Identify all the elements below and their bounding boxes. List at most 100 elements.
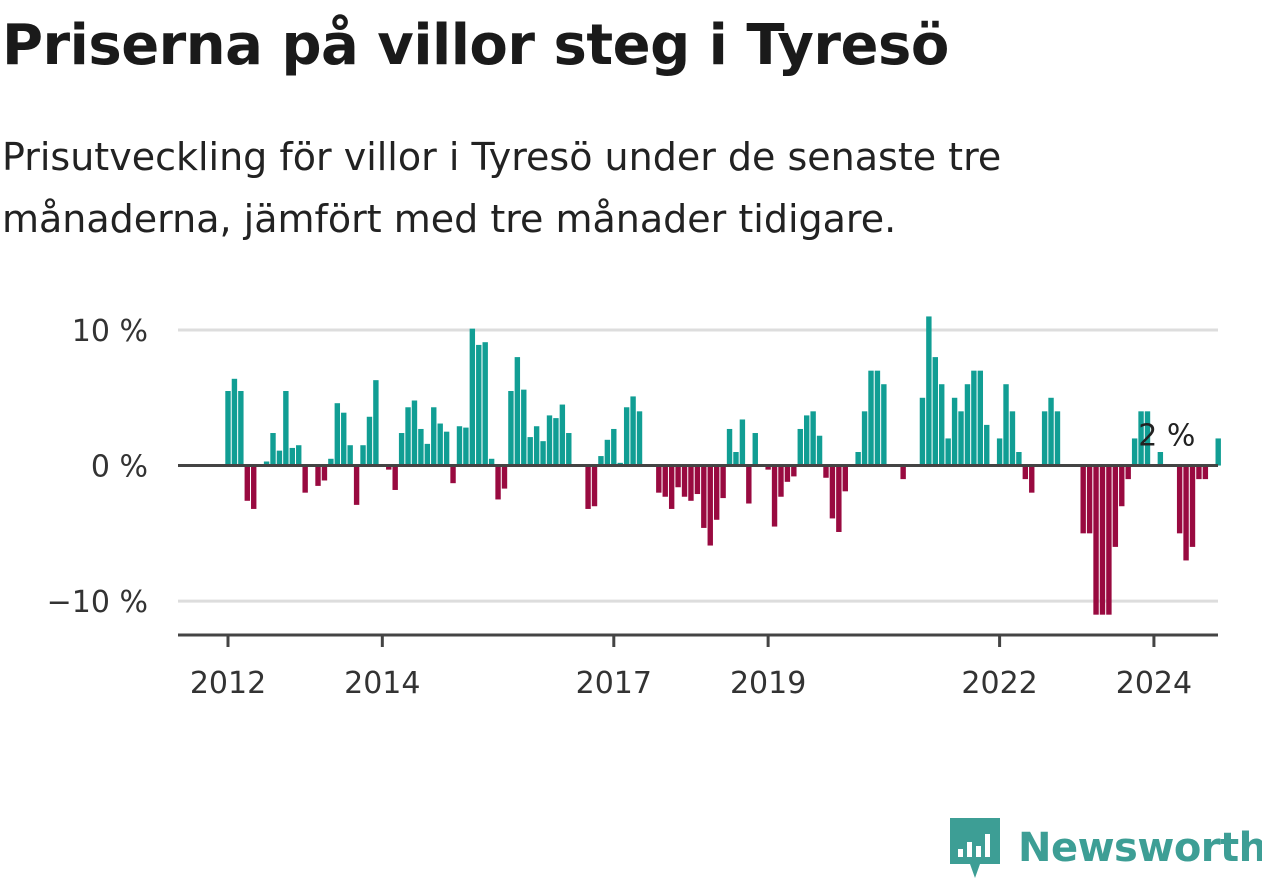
bar: [1131, 438, 1138, 466]
chart-subtitle: Prisutveckling för villor i Tyresö under…: [2, 135, 1002, 241]
bar: [405, 407, 411, 466]
bar: [1183, 465, 1189, 561]
bar: [443, 431, 450, 466]
bar: [334, 403, 341, 466]
x-tick-label: 2014: [344, 666, 420, 701]
bar: [630, 396, 636, 466]
x-tick-label: 2012: [190, 666, 266, 701]
bar: [707, 465, 713, 546]
bar: [1202, 465, 1209, 480]
bar: [302, 465, 308, 493]
bar: [553, 418, 559, 466]
bar: [1157, 452, 1164, 466]
bar: [373, 380, 379, 466]
axes: [178, 464, 1218, 647]
bar: [623, 407, 630, 466]
bar: [1112, 465, 1119, 547]
bar: [411, 400, 418, 466]
bar: [450, 465, 456, 484]
bar: [418, 428, 424, 466]
bar: [1080, 465, 1086, 534]
bar: [945, 438, 951, 466]
bar: [771, 465, 778, 527]
bar: [604, 439, 611, 466]
bar: [559, 404, 566, 466]
bar: [469, 328, 476, 466]
bar: [251, 465, 257, 509]
bar: [797, 428, 803, 466]
bar: [823, 465, 829, 478]
bar: [810, 411, 816, 466]
brand-name: Newsworthy: [1018, 825, 1262, 871]
bar: [1106, 465, 1112, 615]
bar: [546, 415, 553, 466]
bar: [598, 456, 604, 466]
bar: [688, 465, 694, 501]
bar: [636, 411, 643, 466]
bar: [315, 465, 321, 486]
bar: [1119, 465, 1125, 507]
bar: [861, 411, 868, 466]
bar: [868, 370, 874, 466]
bar: [244, 465, 250, 501]
bar: [1138, 411, 1144, 466]
bar: [816, 435, 823, 466]
bar: [1099, 465, 1106, 615]
y-tick-label: 10 %: [72, 314, 148, 349]
bar: [874, 370, 881, 466]
bar: [958, 411, 964, 466]
bar: [231, 378, 238, 466]
bar: [694, 465, 701, 495]
bar: [855, 452, 861, 466]
bar: [347, 445, 353, 466]
bar: [1003, 384, 1009, 466]
last-value-label: 2 %: [1138, 419, 1195, 454]
x-tick-label: 2022: [961, 666, 1037, 701]
bar: [341, 412, 347, 466]
y-tick-label: 0 %: [91, 450, 148, 485]
bar: [270, 433, 276, 466]
bar: [778, 465, 784, 497]
bar: [386, 465, 392, 470]
bar: [1016, 452, 1022, 466]
x-tick-label: 2024: [1116, 666, 1192, 701]
bar: [1009, 411, 1016, 466]
bar: [1041, 411, 1048, 466]
bar: [533, 426, 540, 466]
bar: [366, 416, 373, 466]
y-tick-label: −10 %: [47, 585, 148, 620]
labels: 10 % 0 % −10 % 2012 2014 2017 2019 2022 2024 2 %: [47, 314, 1196, 701]
bar: [495, 465, 501, 500]
bar: [1048, 397, 1054, 466]
grid-lines: [178, 328, 1218, 603]
bar: [1196, 465, 1202, 480]
bar: [591, 465, 598, 507]
bar: [463, 427, 469, 466]
bar: [540, 441, 546, 466]
bar: [939, 384, 945, 466]
bar: [765, 465, 771, 470]
x-tick-label: 2017: [576, 666, 652, 701]
bar: [392, 465, 398, 490]
bar: [1054, 411, 1061, 466]
bar: [804, 415, 810, 466]
bar: [585, 465, 591, 509]
bar: [508, 391, 514, 466]
bar: [971, 370, 977, 466]
bar: [919, 397, 926, 466]
bar: [1176, 465, 1183, 534]
bar: [739, 419, 746, 466]
bar: [398, 433, 405, 466]
bar: [360, 445, 366, 466]
bar: [527, 437, 533, 466]
bar: [476, 344, 482, 466]
bar: [791, 465, 797, 477]
bar: [431, 407, 437, 466]
bar: [328, 458, 334, 466]
bar: [566, 433, 572, 466]
bar: [720, 465, 726, 499]
bar: [276, 450, 283, 466]
bar: [662, 465, 668, 497]
bar: [881, 384, 887, 466]
brand-logo: Newsworthy: [950, 818, 1262, 878]
